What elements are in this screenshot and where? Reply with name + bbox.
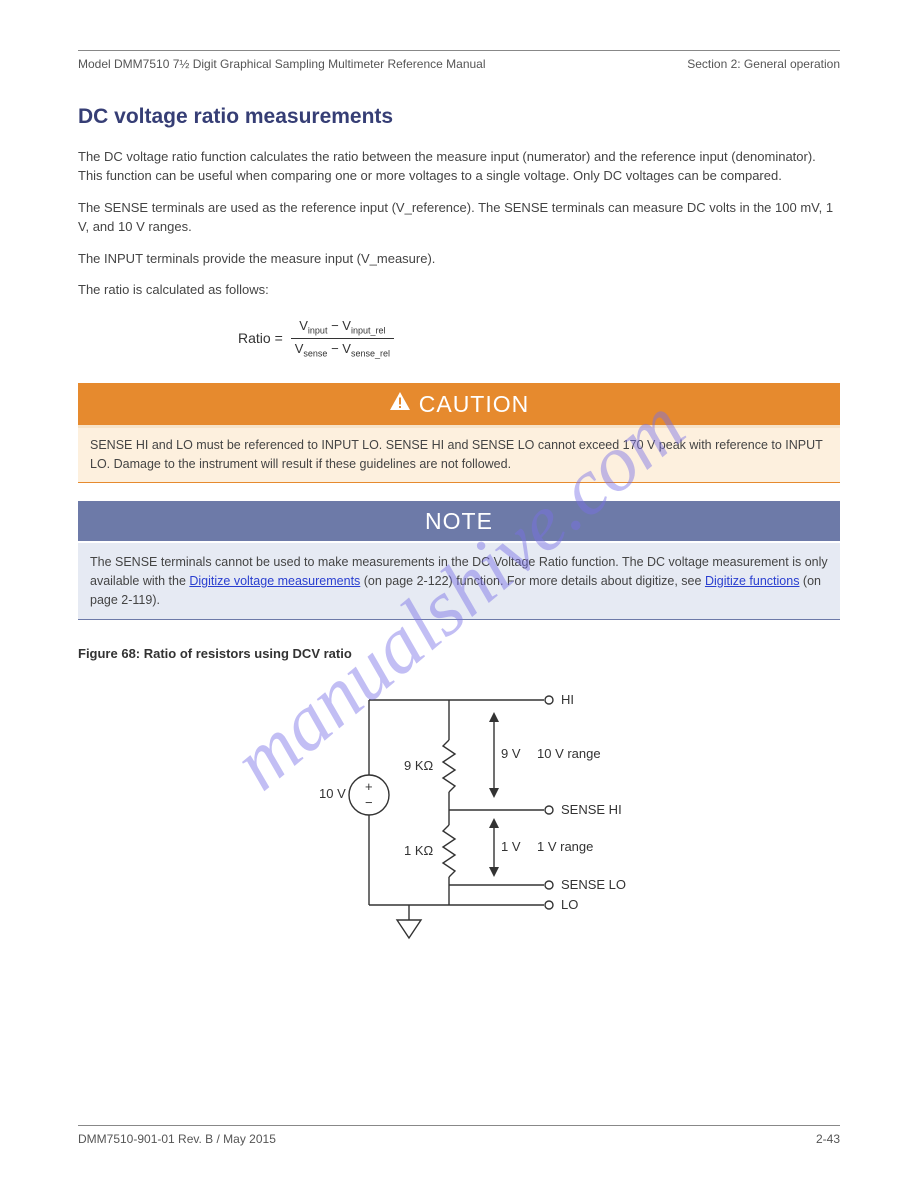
r1-label: 9 KΩ <box>404 758 434 773</box>
circuit-diagram: HI + − 10 V 9 KΩ SENSE HI <box>78 670 840 960</box>
paragraph-3: The INPUT terminals provide the measure … <box>78 249 840 269</box>
header-rule <box>78 50 840 51</box>
header-left: Model DMM7510 7½ Digit Graphical Samplin… <box>78 55 486 73</box>
terminal-hi-label: HI <box>561 692 574 707</box>
note-label: NOTE <box>425 508 493 534</box>
paragraph-2: The SENSE terminals are used as the refe… <box>78 198 840 237</box>
formula-denominator: Vsense − Vsense_rel <box>291 339 394 361</box>
formula-numerator: Vinput − Vinput_rel <box>295 316 389 338</box>
footer-right: 2-43 <box>816 1130 840 1148</box>
ratio-formula: Ratio = Vinput − Vinput_rel Vsense − Vse… <box>78 316 840 361</box>
formula-lhs: Ratio = <box>238 328 283 349</box>
footer-rule <box>78 1125 840 1126</box>
header-right: Section 2: General operation <box>687 55 840 73</box>
section-title: DC voltage ratio measurements <box>78 101 840 133</box>
r2-range-label: 1 V range <box>537 839 593 854</box>
note-text-2: (on page 2-122) function. For more detai… <box>360 574 705 588</box>
page-container: Model DMM7510 7½ Digit Graphical Samplin… <box>0 0 918 1030</box>
paragraph-1: The DC voltage ratio function calculates… <box>78 147 840 186</box>
r2-label: 1 KΩ <box>404 843 434 858</box>
terminal-lo-label: LO <box>561 897 578 912</box>
note-banner: NOTE <box>78 501 840 542</box>
r1-range-label: 10 V range <box>537 746 601 761</box>
note-body: The SENSE terminals cannot be used to ma… <box>78 541 840 620</box>
terminal-sense-lo-label: SENSE LO <box>561 877 626 892</box>
link-digitize-voltage[interactable]: Digitize voltage measurements <box>189 574 360 588</box>
link-digitize-functions[interactable]: Digitize functions <box>705 574 800 588</box>
caution-body: SENSE HI and LO must be referenced to IN… <box>78 428 840 483</box>
svg-text:−: − <box>365 795 373 810</box>
page-footer: DMM7510-901-01 Rev. B / May 2015 2-43 <box>78 1125 840 1148</box>
footer-left: DMM7510-901-01 Rev. B / May 2015 <box>78 1130 276 1148</box>
r2-voltage-label: 1 V <box>501 839 521 854</box>
r1-voltage-label: 9 V <box>501 746 521 761</box>
formula-fraction: Vinput − Vinput_rel Vsense − Vsense_rel <box>291 316 394 361</box>
svg-text:+: + <box>365 779 373 794</box>
caution-label: CAUTION <box>419 391 530 417</box>
warning-icon <box>389 386 411 421</box>
page-header: Model DMM7510 7½ Digit Graphical Samplin… <box>78 55 840 73</box>
figure-title: Figure 68: Ratio of resistors using DCV … <box>78 644 840 664</box>
paragraph-4: The ratio is calculated as follows: <box>78 280 840 300</box>
source-voltage-label: 10 V <box>319 786 346 801</box>
terminal-sense-hi-label: SENSE HI <box>561 802 622 817</box>
caution-banner: CAUTION <box>78 383 840 429</box>
